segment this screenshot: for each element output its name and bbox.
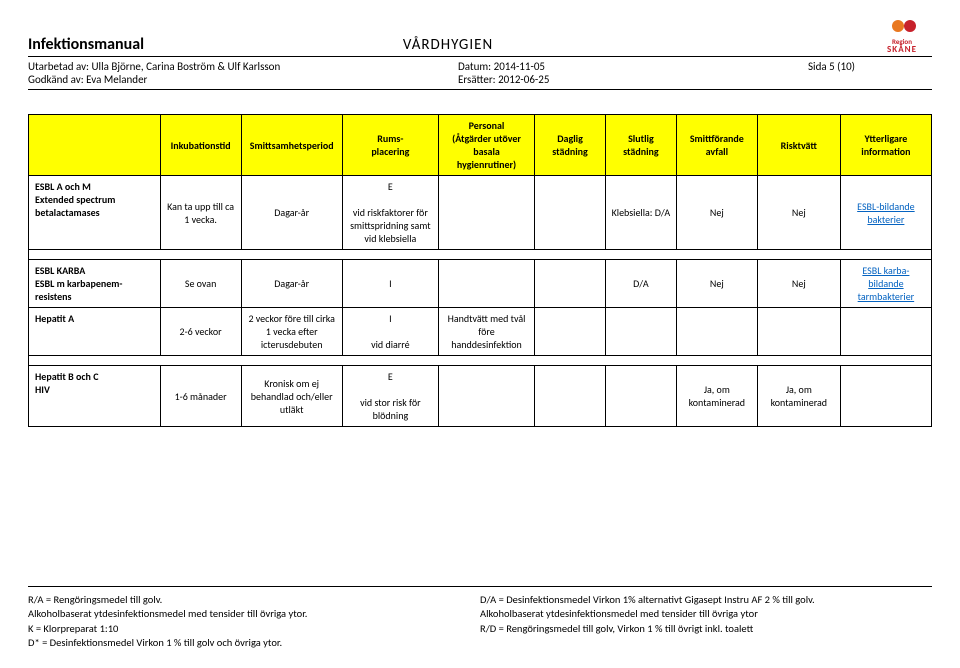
table-cell <box>757 308 840 356</box>
row-label: ESBL KARBAESBL m karbapenem-resistens <box>29 260 161 308</box>
column-header: Risktvätt <box>757 115 840 176</box>
table-cell: Evid riskfaktorer för smittspridning sam… <box>342 176 438 250</box>
table-cell <box>438 176 534 250</box>
table-cell: 1-6 månader <box>160 366 241 427</box>
table-cell <box>535 366 606 427</box>
table-cell: Ivid diarré <box>342 308 438 356</box>
approved-line: Godkänd av: Eva Melander <box>28 73 458 86</box>
infection-table: InkubationstidSmittsamhetsperiodRums-pla… <box>28 114 932 427</box>
column-header: Inkubationstid <box>160 115 241 176</box>
table-cell: Dagar-år <box>241 260 342 308</box>
manual-title: Infektionsmanual <box>28 35 144 54</box>
table-cell: Nej <box>676 260 757 308</box>
row-label: ESBL A och MExtended spectrum betalactam… <box>29 176 161 250</box>
table-row: ESBL KARBAESBL m karbapenem-resistensSe … <box>29 260 932 308</box>
table-row: ESBL A och MExtended spectrum betalactam… <box>29 176 932 250</box>
footer-left: R/A = Rengöringsmedel till golv.Alkoholb… <box>28 591 480 652</box>
table-row: Hepatit B och CHIV1-6 månaderKronisk om … <box>29 366 932 427</box>
table-cell <box>605 308 676 356</box>
table-cell: I <box>342 260 438 308</box>
region-skane-logo: Region SKÅNE <box>872 18 932 54</box>
column-header: Daglig städning <box>535 115 606 176</box>
table-cell <box>676 308 757 356</box>
table-cell: Nej <box>757 176 840 250</box>
table-cell: Ja, om kontaminerad <box>757 366 840 427</box>
table-cell <box>438 366 534 427</box>
column-header <box>29 115 161 176</box>
table-cell: Kan ta upp till ca 1 vecka. <box>160 176 241 250</box>
table-cell <box>535 176 606 250</box>
row-label: Hepatit A <box>29 308 161 356</box>
table-cell <box>605 366 676 427</box>
table-cell: Klebsiella: D/A <box>605 176 676 250</box>
table-cell: Ja, om kontaminerad <box>676 366 757 427</box>
table-cell <box>438 260 534 308</box>
date-line: Datum: 2014-11-05 <box>458 60 808 73</box>
table-header-row: InkubationstidSmittsamhetsperiodRums-pla… <box>29 115 932 176</box>
table-cell: 2 veckor före till cirka 1 vecka efter i… <box>241 308 342 356</box>
table-cell: Kronisk om ej behandlad och/eller utläkt <box>241 366 342 427</box>
logo-text: SKÅNE <box>887 44 917 55</box>
table-cell: Dagar-år <box>241 176 342 250</box>
table-row: Hepatit A2-6 veckor2 veckor före till ci… <box>29 308 932 356</box>
row-label: Hepatit B och CHIV <box>29 366 161 427</box>
section-title: VÅRDHYGIEN <box>403 36 613 54</box>
table-cell: Handtvätt med tvål före handdesinfektion <box>438 308 534 356</box>
table-cell <box>840 308 931 356</box>
column-header: Ytterligare information <box>840 115 931 176</box>
table-cell: ESBL karba-bildande tarmbakterier <box>840 260 931 308</box>
table-cell: ESBL-bildande bakterier <box>840 176 931 250</box>
column-header: Personal(Åtgärder utöver basala hygienru… <box>438 115 534 176</box>
authors-line: Utarbetad av: Ulla Björne, Carina Boströ… <box>28 60 458 73</box>
table-cell: 2-6 veckor <box>160 308 241 356</box>
column-header: Smittförande avfall <box>676 115 757 176</box>
table-cell: Evid stor risk för blödning <box>342 366 438 427</box>
replaces-line: Ersätter: 2012-06-25 <box>458 73 808 86</box>
page-number: Sida 5 (10) <box>808 59 932 87</box>
table-cell <box>535 308 606 356</box>
column-header: Rums-placering <box>342 115 438 176</box>
table-cell <box>840 366 931 427</box>
column-header: Slutlig städning <box>605 115 676 176</box>
column-header: Smittsamhetsperiod <box>241 115 342 176</box>
table-cell: Se ovan <box>160 260 241 308</box>
table-cell: Nej <box>676 176 757 250</box>
table-cell <box>535 260 606 308</box>
table-cell: D/A <box>605 260 676 308</box>
footer-legend: R/A = Rengöringsmedel till golv.Alkoholb… <box>28 586 932 652</box>
table-cell: Nej <box>757 260 840 308</box>
footer-right: D/A = Desinfektionsmedel Virkon 1% alter… <box>480 591 932 652</box>
document-header: Infektionsmanual VÅRDHYGIEN Region SKÅNE… <box>28 18 932 90</box>
